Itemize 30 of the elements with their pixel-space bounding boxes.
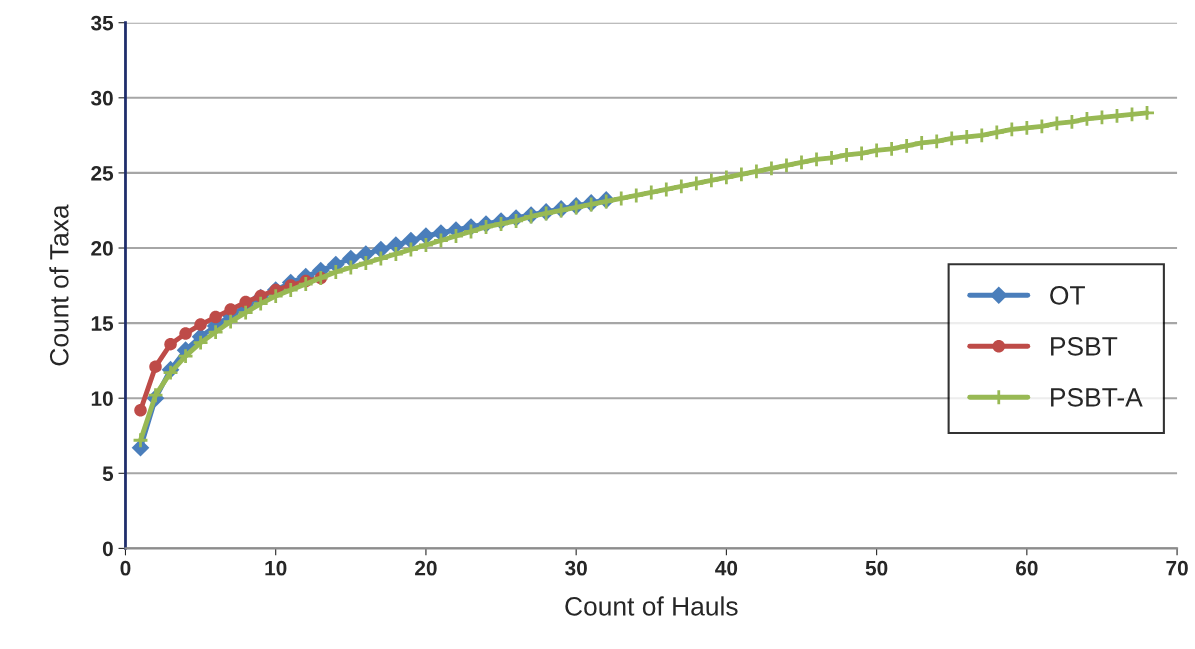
point [134, 403, 147, 417]
point [149, 360, 162, 373]
legend-label: PSBT-A [1051, 388, 1143, 407]
x-tick-label: 10 [265, 560, 287, 576]
x-tick-label: 60 [1016, 560, 1038, 576]
point [194, 318, 207, 331]
x-tick-label: 40 [715, 560, 738, 576]
y-tick-label: 0 [102, 541, 113, 557]
point [179, 327, 192, 340]
point [164, 337, 177, 351]
point [224, 303, 237, 316]
y-tick-label: 15 [91, 316, 114, 331]
x-tick-label: 0 [120, 560, 131, 576]
x-tick-label: 70 [1166, 560, 1188, 576]
y-axis-title: Count of Taxa [49, 204, 69, 366]
y-tick-label: 25 [91, 165, 114, 181]
x-tick-label: 30 [565, 560, 587, 576]
point [239, 295, 252, 309]
y-tick-label: 5 [102, 466, 114, 482]
point [402, 231, 420, 250]
legend-label: OT [1050, 286, 1085, 305]
y-tick-label: 10 [91, 391, 113, 406]
x-axis-title: Count of Hauls [565, 596, 738, 616]
y-tick-label: 30 [90, 90, 113, 106]
x-tick-label: 50 [865, 560, 888, 576]
y-tick-label: 20 [91, 241, 113, 256]
point [209, 310, 222, 324]
x-tick-label: 20 [415, 560, 437, 576]
legend-label: PSBT [1051, 337, 1118, 356]
y-tick-label: 35 [90, 15, 114, 31]
